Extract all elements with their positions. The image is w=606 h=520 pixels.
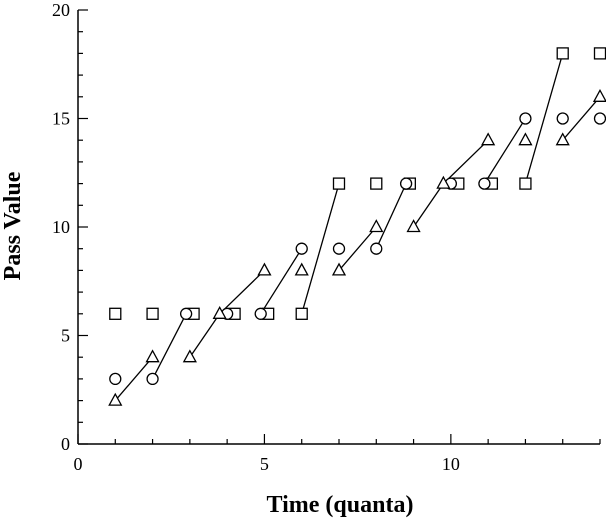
triangle-marker xyxy=(212,305,227,319)
y-tick-label: 5 xyxy=(61,326,70,346)
triangle-marker xyxy=(145,349,160,363)
connector-segment xyxy=(114,356,154,402)
triangle-marker xyxy=(436,175,451,189)
x-axis-title: Time (quanta) xyxy=(267,492,414,518)
circle-marker xyxy=(332,242,346,255)
y-axis-title: Pass Value xyxy=(0,171,26,280)
circle-marker xyxy=(146,372,159,386)
circle-marker xyxy=(556,112,569,125)
triangle-marker xyxy=(555,132,570,146)
square-marker xyxy=(556,47,569,60)
circle-marker xyxy=(109,372,122,386)
connector-segment xyxy=(219,269,265,315)
square-marker xyxy=(295,307,308,320)
connector-segment xyxy=(483,118,526,184)
connector-segment xyxy=(524,53,564,184)
square-marker xyxy=(370,177,383,190)
axis-labels: Time (quanta) Pass Value xyxy=(0,171,413,518)
x-tick-label: 5 xyxy=(260,454,269,474)
connector-segment xyxy=(260,248,303,315)
triangle-marker xyxy=(182,349,197,363)
connector-segment xyxy=(151,313,187,380)
triangle-marker xyxy=(108,392,123,406)
y-tick-label: 20 xyxy=(52,0,70,20)
circle-marker xyxy=(399,177,413,190)
triangle-marker xyxy=(294,262,309,276)
square-marker xyxy=(593,47,606,60)
triangle-marker xyxy=(406,219,421,233)
connector-segment xyxy=(189,313,221,358)
circle-marker xyxy=(254,307,267,320)
triangle-marker xyxy=(369,219,384,233)
square-marker xyxy=(109,307,122,320)
square-marker xyxy=(332,177,346,190)
circle-marker xyxy=(295,242,308,255)
y-tick-label: 15 xyxy=(52,109,70,129)
connector-segment xyxy=(562,96,601,141)
triangle-marker xyxy=(257,262,272,276)
y-tick-label: 10 xyxy=(52,217,70,237)
x-tick-label: 0 xyxy=(74,454,83,474)
axes: 0 5 10 15 20 0 5 10 xyxy=(52,0,601,474)
square-marker xyxy=(146,307,159,320)
triangle-marker xyxy=(592,88,606,102)
connector-segment xyxy=(338,226,377,271)
circle-marker xyxy=(370,242,383,255)
triangle-marker xyxy=(518,132,533,146)
connector-segment xyxy=(375,183,407,249)
circle-marker xyxy=(593,112,606,125)
triangle-marker xyxy=(481,132,496,146)
triangle-marker xyxy=(331,262,347,276)
data-points xyxy=(108,47,606,406)
connector-segment xyxy=(442,139,489,185)
x-tick-label: 10 xyxy=(442,454,460,474)
connector-lines xyxy=(114,53,601,402)
square-marker xyxy=(519,177,532,190)
connector-segment xyxy=(413,183,444,228)
circle-marker xyxy=(179,307,193,320)
connector-segment xyxy=(301,183,340,314)
y-tick-label: 0 xyxy=(61,434,70,454)
circle-marker xyxy=(478,177,491,190)
circle-marker xyxy=(519,112,532,125)
